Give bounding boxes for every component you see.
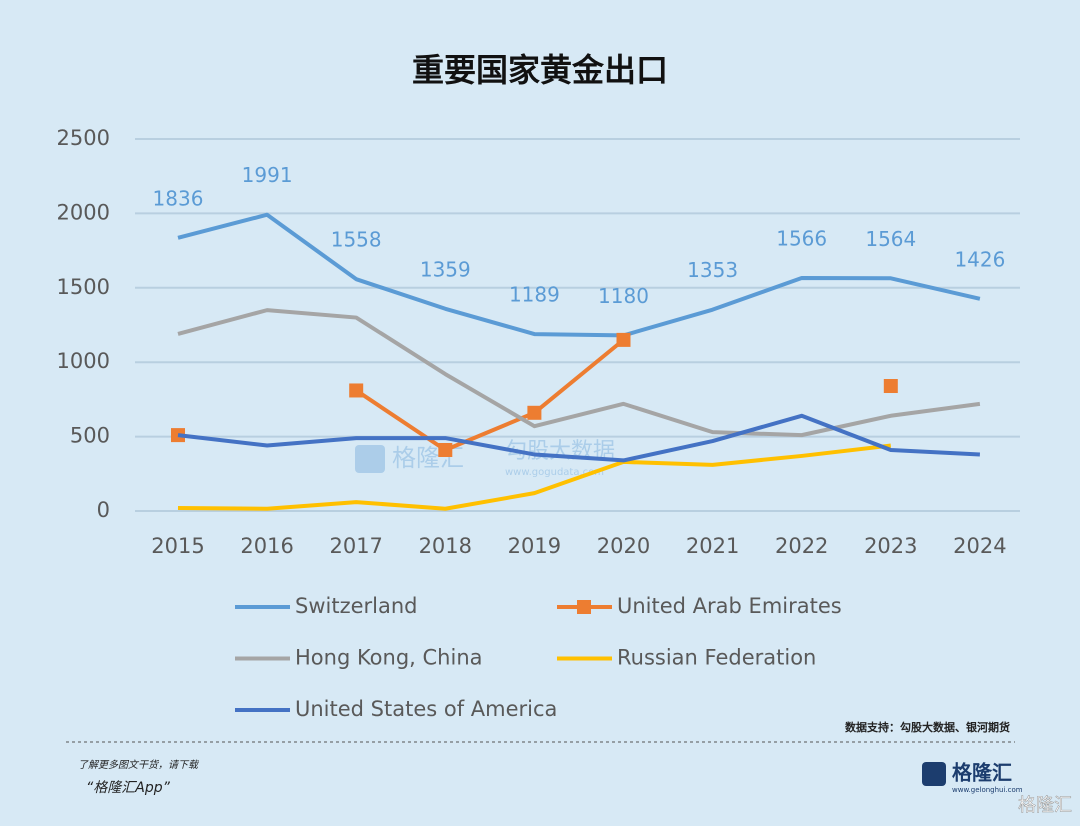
x-tick-label: 2021 <box>686 534 739 558</box>
series-line <box>177 413 981 463</box>
data-label: 1180 <box>598 284 649 308</box>
y-tick-label: 500 <box>70 424 110 448</box>
legend-label: Hong Kong, China <box>295 646 483 670</box>
footer-logo-icon <box>922 762 946 786</box>
legend-marker <box>577 600 591 614</box>
marker <box>438 442 453 457</box>
footer-text: 了解更多图文干货，请下载 <box>78 759 200 771</box>
data-label: 1359 <box>420 257 471 281</box>
data-label: 1566 <box>776 226 827 250</box>
corner-watermark: 格隆汇 <box>1018 795 1072 816</box>
data-label: 1426 <box>954 247 1005 271</box>
data-label: 1558 <box>331 228 382 252</box>
watermark-logo <box>355 445 385 473</box>
y-tick-label: 1000 <box>57 349 110 373</box>
marker <box>883 379 898 394</box>
data-label: 1353 <box>687 258 738 282</box>
x-tick-label: 2015 <box>151 534 204 558</box>
y-tick-label: 1500 <box>57 275 110 299</box>
y-tick-label: 2500 <box>57 126 110 150</box>
footer-app: “格隆汇App” <box>86 780 171 796</box>
data-label: 1836 <box>153 186 204 210</box>
footer-logo-url: www.gelonghui.com <box>952 786 1023 794</box>
x-tick-label: 2016 <box>240 534 293 558</box>
series-line <box>177 308 981 438</box>
x-tick-label: 2022 <box>775 534 828 558</box>
watermark-url: www.gogudata.com <box>505 467 604 478</box>
data-label: 1991 <box>242 163 293 187</box>
data-label: 1189 <box>509 283 560 307</box>
marker <box>616 332 631 347</box>
data-label: 1564 <box>865 227 916 251</box>
x-tick-label: 2023 <box>864 534 917 558</box>
footer-logo: 格隆汇 <box>952 761 1012 785</box>
source-note: 数据支持：勾股大数据、银河期货 <box>845 720 1010 734</box>
x-tick-label: 2020 <box>597 534 650 558</box>
marker <box>349 383 364 398</box>
watermark: 格隆汇 勾股大数据 www.gogudata.com <box>355 439 615 478</box>
chart-title: 重要国家黄金出口 <box>412 51 668 89</box>
y-tick-label: 2000 <box>57 200 110 224</box>
series-line <box>177 212 981 338</box>
legend-label: United Arab Emirates <box>617 594 842 618</box>
y-tick-label: 0 <box>97 498 110 522</box>
legend-label: Russian Federation <box>617 646 816 670</box>
x-tick-label: 2017 <box>329 534 382 558</box>
x-tick-label: 2018 <box>419 534 472 558</box>
x-tick-label: 2024 <box>953 534 1006 558</box>
x-tick-label: 2019 <box>508 534 561 558</box>
legend-label: United States of America <box>295 697 557 721</box>
marker <box>527 405 542 420</box>
series-line <box>177 443 892 511</box>
legend-label: Switzerland <box>295 594 418 618</box>
